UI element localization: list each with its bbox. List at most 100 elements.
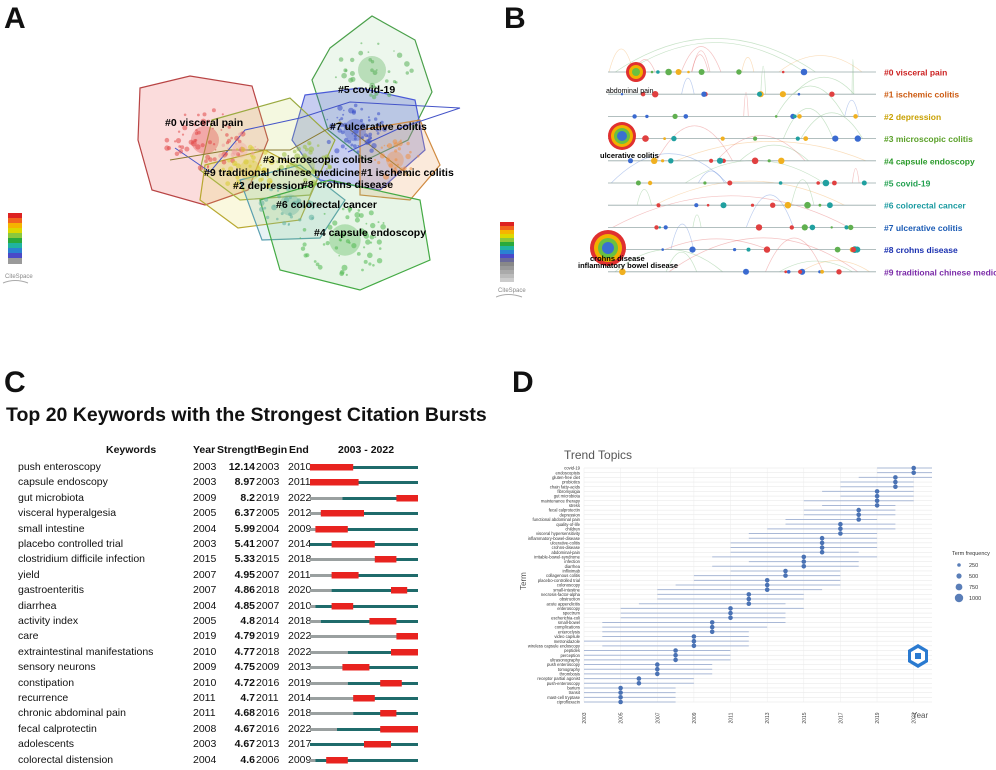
- citation-arc: [656, 125, 733, 161]
- network-node: [392, 168, 398, 174]
- network-node: [303, 253, 308, 258]
- timeline-node: [832, 135, 839, 142]
- network-node: [367, 138, 370, 141]
- burst-period-bar: [369, 618, 397, 625]
- burst-timeline: [310, 464, 418, 471]
- network-node: [339, 271, 345, 277]
- term-label: infection: [564, 559, 580, 564]
- timeline-node: [854, 246, 861, 253]
- burst-strength: 8.97: [234, 476, 255, 489]
- burst-active-segment: [342, 496, 418, 500]
- timeline-node: [652, 91, 659, 98]
- color-scale-swatch: [500, 270, 514, 274]
- network-node: [271, 204, 277, 211]
- burst-row: small intestine 2004 5.99 2004 2009: [18, 523, 428, 539]
- burst-timeline: [310, 633, 418, 640]
- term-point: [673, 657, 678, 663]
- network-node: [377, 122, 380, 125]
- burst-timeline: [310, 741, 418, 748]
- term-point: [838, 526, 843, 532]
- burst-period-bar: [396, 494, 418, 502]
- network-node: [377, 161, 381, 165]
- network-node: [224, 152, 229, 156]
- burst-year: 2009: [193, 491, 217, 504]
- timeline-node: [797, 92, 801, 96]
- burst-strength: 4.86: [234, 584, 255, 597]
- network-node: [310, 169, 316, 175]
- burst-end: 2019: [288, 676, 312, 689]
- network-node: [404, 61, 410, 67]
- timeline-node: [798, 269, 803, 274]
- timeline-node: [834, 246, 841, 253]
- network-node: [225, 133, 229, 137]
- citation-arc: [852, 168, 860, 184]
- timeline-node: [632, 114, 637, 119]
- timeline-node: [640, 92, 646, 97]
- burst-timeline: [310, 695, 418, 702]
- term-label: push enteroscopy: [547, 662, 581, 667]
- header-keywords: Keywords: [106, 444, 157, 456]
- term-point: [893, 475, 898, 480]
- term-point: [856, 517, 861, 522]
- burst-begin: 2005: [256, 507, 280, 520]
- timeline-node: [753, 136, 758, 141]
- network-node: [334, 76, 337, 79]
- timeline-node: [647, 180, 653, 186]
- term-label: irritable-bowel-syndrome: [534, 555, 581, 560]
- network-node: [357, 144, 360, 147]
- burst-begin: 2007: [256, 568, 280, 581]
- network-node: [383, 144, 386, 147]
- network-node: [325, 161, 330, 166]
- network-node: [235, 163, 241, 169]
- network-node: [230, 136, 233, 140]
- panel-d-label: D: [512, 366, 534, 399]
- term-label: functional abdominal pain: [533, 517, 581, 522]
- network-node: [377, 42, 380, 45]
- burst-period-bar: [331, 602, 354, 610]
- network-node: [393, 50, 395, 52]
- network-node: [266, 175, 269, 178]
- network-node: [264, 197, 269, 202]
- timeline-node: [803, 136, 809, 142]
- term-point: [746, 592, 752, 597]
- burst-timeline: [310, 510, 418, 517]
- network-node: [336, 116, 339, 119]
- burst-begin: 2003: [256, 476, 280, 489]
- cluster-label-capsule-endoscopy: #4 capsule endoscopy: [314, 227, 426, 239]
- network-node: [323, 212, 326, 215]
- network-node: [350, 143, 354, 147]
- term-point: [874, 493, 880, 499]
- burst-strength: 4.79: [234, 630, 255, 643]
- timeline-node: [661, 159, 665, 163]
- network-node: [406, 141, 410, 146]
- network-node: [353, 103, 358, 108]
- color-scale-swatch: [500, 274, 514, 278]
- timeline-node: [668, 158, 674, 164]
- timeline-node: [844, 225, 849, 230]
- network-node: [302, 228, 307, 232]
- burst-period-bar: [380, 725, 418, 733]
- term-point: [728, 615, 733, 621]
- citation-arc: [697, 170, 725, 184]
- term-label: colonoscopy: [557, 583, 581, 588]
- network-node: [354, 217, 360, 223]
- color-scale-swatch: [500, 230, 514, 234]
- network-node: [174, 140, 177, 143]
- timeline-node: [689, 246, 696, 253]
- citespace-watermark-b: CiteSpace: [498, 288, 526, 294]
- network-node: [369, 241, 373, 244]
- network-node: [370, 68, 374, 72]
- term-label: chain fatty-acids: [550, 484, 580, 489]
- burst-strength: 4.85: [234, 599, 255, 612]
- network-node: [358, 50, 364, 56]
- burst-keyword: chronic abdominal pain: [18, 707, 126, 720]
- network-node: [376, 239, 382, 245]
- burst-inactive-segment: [310, 635, 397, 639]
- burst-row: diarrhea 2004 4.85 2007 2010: [18, 600, 428, 616]
- network-node: [345, 273, 348, 276]
- term-label: small-intestine: [553, 587, 580, 592]
- network-node: [356, 150, 360, 154]
- network-node: [341, 264, 348, 271]
- term-point: [728, 606, 733, 611]
- term-point: [801, 564, 807, 569]
